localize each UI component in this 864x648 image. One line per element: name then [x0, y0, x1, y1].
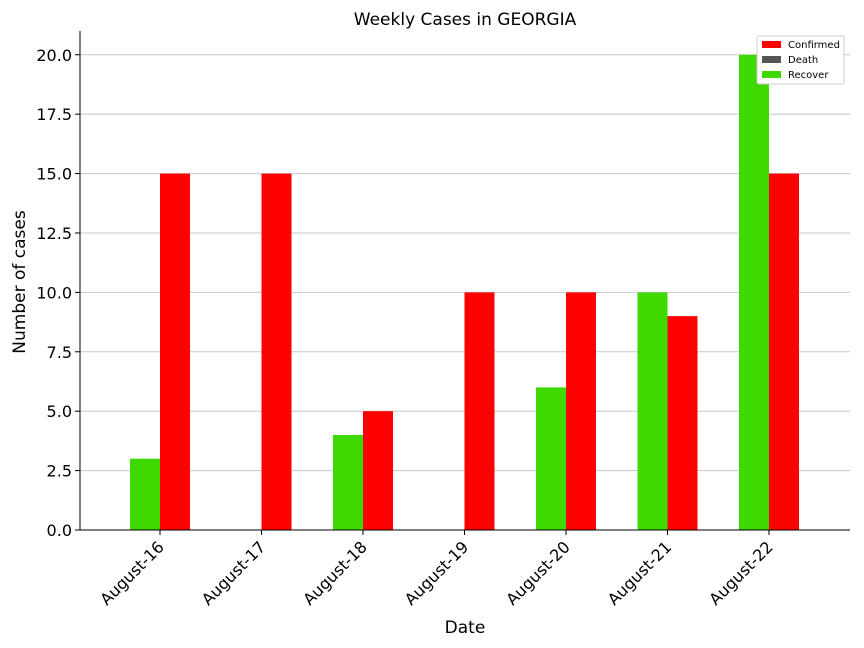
bar-confirmed-august-21 [667, 316, 698, 530]
bar-confirmed-august-18 [363, 411, 393, 530]
legend-swatch-recover [762, 71, 781, 78]
x-tick-label: August-22 [705, 537, 777, 609]
y-tick-label: 10.0 [36, 283, 72, 302]
legend-label-confirmed: Confirmed [788, 40, 840, 51]
y-tick-label: 17.5 [36, 105, 72, 124]
bars [130, 54, 799, 531]
chart-title: Weekly Cases in GEORGIA [354, 10, 577, 30]
y-tick-label: 15.0 [36, 165, 72, 184]
legend-label-recover: Recover [788, 70, 829, 81]
x-tick-label: August-19 [401, 537, 473, 609]
x-tick-label: August-21 [604, 537, 676, 609]
x-axis-label: Date [445, 618, 486, 638]
y-tick-label: 20.0 [36, 46, 72, 65]
x-tick-label: August-17 [198, 537, 270, 609]
y-axis-label: Number of cases [10, 210, 30, 354]
y-tick-label: 5.0 [47, 402, 72, 421]
x-tick-label: August-16 [96, 537, 168, 609]
bar-confirmed-august-16 [160, 173, 190, 531]
bar-recover-august-20 [536, 387, 566, 530]
bar-confirmed-august-17 [261, 173, 292, 531]
bar-recover-august-16 [130, 458, 160, 530]
legend-swatch-death [762, 56, 781, 63]
legend-label-death: Death [788, 55, 818, 66]
x-tick-label: August-18 [299, 537, 371, 609]
bar-confirmed-august-20 [566, 292, 596, 530]
legend-swatch-confirmed [762, 41, 781, 48]
y-tick-label: 2.5 [47, 462, 72, 481]
y-tick-label: 12.5 [36, 224, 72, 243]
legend: Confirmed Death Recover [756, 35, 845, 85]
y-axis-ticks: 0.0 2.5 5.0 7.5 10.0 12.5 15.0 17.5 20.0 [36, 46, 80, 540]
y-tick-label: 7.5 [47, 343, 72, 362]
bar-confirmed-august-19 [464, 292, 495, 530]
bar-recover-august-21 [637, 292, 668, 530]
x-tick-label: August-20 [502, 537, 574, 609]
bar-recover-august-22 [739, 54, 769, 531]
bar-recover-august-18 [333, 434, 363, 530]
y-tick-label: 0.0 [47, 521, 72, 540]
bar-confirmed-august-22 [769, 173, 799, 531]
x-axis-ticks: August-16 August-17 August-18 August-19 Augu… [96, 530, 777, 609]
